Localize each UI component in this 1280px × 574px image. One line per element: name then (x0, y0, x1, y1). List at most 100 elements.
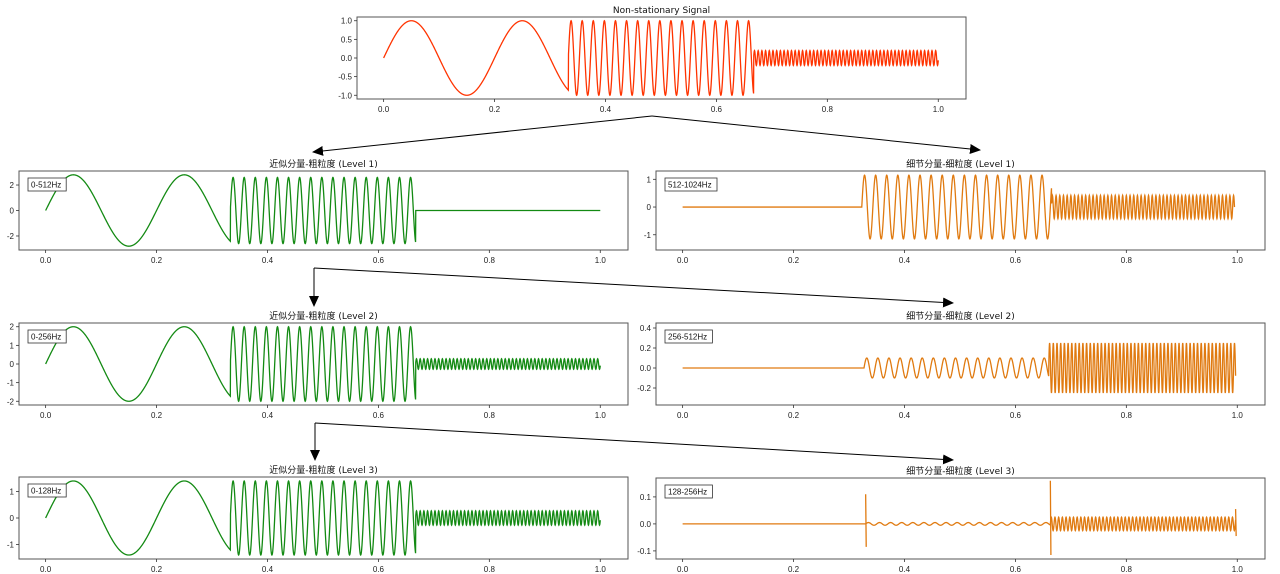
x-tick-label: 0.4 (262, 411, 274, 420)
y-tick-label: 0.2 (640, 344, 652, 353)
y-tick-label: -1 (644, 231, 652, 240)
x-tick-label: 1.0 (595, 565, 607, 574)
x-tick-label: 0.8 (1121, 411, 1133, 420)
decomposition-arrow (312, 115, 653, 156)
signal-line (682, 342, 1237, 394)
subplot-approx-level-2: 近似分量-粗粒度 (Level 2)0.0 0.2 0.4 0.6 0.8 1.0210-… (7, 310, 629, 420)
x-tick-label: 0.4 (600, 105, 612, 114)
x-tick-label: 0.4 (899, 565, 911, 574)
band-label-box (27, 483, 67, 498)
y-tick-label: -0.5 (338, 73, 352, 82)
signal-line (45, 325, 601, 403)
x-tick-label: 0.0 (677, 411, 689, 420)
band-label-box (27, 329, 67, 344)
axes-frame (655, 170, 1266, 251)
decomposition-arrows (309, 115, 981, 465)
band-label: 128-256Hz (668, 488, 707, 497)
x-tick-label: 0.8 (822, 105, 834, 114)
signal-line (682, 174, 1236, 240)
y-tick-label: -2 (7, 397, 15, 406)
x-tick-label: 1.0 (1232, 411, 1244, 420)
subplot-approx-level-3: 近似分量-粗粒度 (Level 3)0.0 0.2 0.4 0.6 0.8 1.010-1… (7, 464, 629, 574)
x-tick-label: 0.2 (151, 411, 163, 420)
y-tick-label: 0.0 (640, 520, 652, 529)
y-tick-label: 0 (647, 203, 652, 212)
x-tick-label: 0.6 (373, 565, 385, 574)
x-tick-label: 0.8 (1121, 565, 1133, 574)
x-tick-label: 0.0 (40, 565, 52, 574)
plot-title: 细节分量-细粒度 (Level 3) (906, 465, 1014, 477)
signal-line (45, 480, 601, 557)
plot-title: 近似分量-粗粒度 (Level 1) (269, 158, 377, 170)
x-tick-label: 0.2 (788, 411, 800, 420)
x-tick-label: 0.6 (1010, 565, 1022, 574)
decomposition-arrow (651, 115, 981, 154)
y-tick-label: -2 (7, 232, 15, 241)
x-tick-label: 0.6 (1010, 256, 1022, 265)
x-tick-label: 0.8 (484, 411, 496, 420)
y-tick-label: -0.1 (637, 547, 651, 556)
x-tick-label: 0.8 (484, 565, 496, 574)
y-tick-label: 0.1 (640, 493, 652, 502)
band-label: 0-128Hz (31, 487, 61, 496)
x-tick-label: 0.4 (262, 565, 274, 574)
decomposition-arrow (314, 422, 954, 465)
y-tick-label: 0.4 (640, 324, 652, 333)
x-tick-label: 0.4 (899, 411, 911, 420)
x-tick-label: 0.0 (677, 565, 689, 574)
y-tick-label: -1 (7, 540, 15, 549)
y-tick-label: 0.5 (341, 35, 353, 44)
y-tick-label: 1 (10, 341, 15, 350)
plot-title: 细节分量-细粒度 (Level 1) (906, 158, 1014, 170)
band-label-box (664, 177, 718, 192)
band-label: 512-1024Hz (668, 181, 712, 190)
x-tick-label: 0.0 (378, 105, 390, 114)
x-tick-label: 0.2 (788, 565, 800, 574)
x-tick-label: 0.6 (1010, 411, 1022, 420)
plot-title: 细节分量-细粒度 (Level 2) (906, 310, 1014, 322)
decomposition-arrow (313, 267, 954, 308)
x-tick-label: 0.8 (1121, 256, 1133, 265)
y-tick-label: -1.0 (338, 91, 352, 100)
x-tick-label: 0.0 (40, 411, 52, 420)
x-tick-label: 1.0 (1232, 256, 1244, 265)
band-label: 0-512Hz (31, 181, 61, 190)
x-tick-label: 0.2 (788, 256, 800, 265)
y-tick-label: 1 (647, 175, 652, 184)
band-label-box (664, 329, 713, 344)
plot-title: 近似分量-粗粒度 (Level 3) (269, 464, 377, 476)
x-tick-label: 0.8 (484, 256, 496, 265)
x-tick-label: 0.4 (262, 256, 274, 265)
axes-frame (655, 477, 1266, 560)
y-tick-label: 2 (10, 181, 15, 190)
signal-line (383, 19, 939, 97)
y-tick-label: 1.0 (341, 17, 353, 26)
x-tick-label: 0.6 (373, 256, 385, 265)
y-tick-label: 0 (10, 360, 15, 369)
x-tick-label: 0.2 (151, 256, 163, 265)
x-tick-label: 0.0 (677, 256, 689, 265)
subplot-approx-level-1: 近似分量-粗粒度 (Level 1) 0.0 0.2 0.4 0.6 0.8 1.0 2 0 -2… (7, 158, 629, 265)
subplot-detail-level-3: 细节分量-细粒度 (Level 3) 0.0 0.2 0.4 0.6 0.8 1.0 0.1 0… (637, 465, 1266, 574)
x-tick-label: 0.0 (40, 256, 52, 265)
plot-title: 近似分量-粗粒度 (Level 2) (269, 310, 377, 322)
band-label: 0-256Hz (31, 333, 61, 342)
x-tick-label: 1.0 (595, 411, 607, 420)
subplot-original: Non-stationary Signal 0.0 0.2 0.4 0.6 0.8 1.0 1… (338, 6, 967, 114)
subplot-detail-level-2: 细节分量-细粒度 (Level 2) 0.0 0.2 0.4 0.6 0.8 1.0 0.4 0… (637, 310, 1266, 420)
y-tick-label: 2 (10, 323, 15, 332)
y-tick-label: 0.0 (341, 54, 353, 63)
x-tick-label: 1.0 (1232, 565, 1244, 574)
y-tick-label: -1 (7, 379, 15, 388)
x-tick-label: 1.0 (933, 105, 945, 114)
band-label-box (27, 177, 67, 192)
subplot-detail-level-1: 细节分量-细粒度 (Level 1) 0.0 0.2 0.4 0.6 0.8 1.0 1 0 -1… (644, 158, 1266, 265)
band-label: 256-512Hz (668, 333, 707, 342)
y-tick-label: 1 (10, 488, 15, 497)
y-tick-label: 0 (10, 514, 15, 523)
x-tick-label: 1.0 (595, 256, 607, 265)
axes-frame (655, 322, 1266, 406)
x-tick-label: 0.2 (489, 105, 501, 114)
y-tick-label: 0 (10, 207, 15, 216)
